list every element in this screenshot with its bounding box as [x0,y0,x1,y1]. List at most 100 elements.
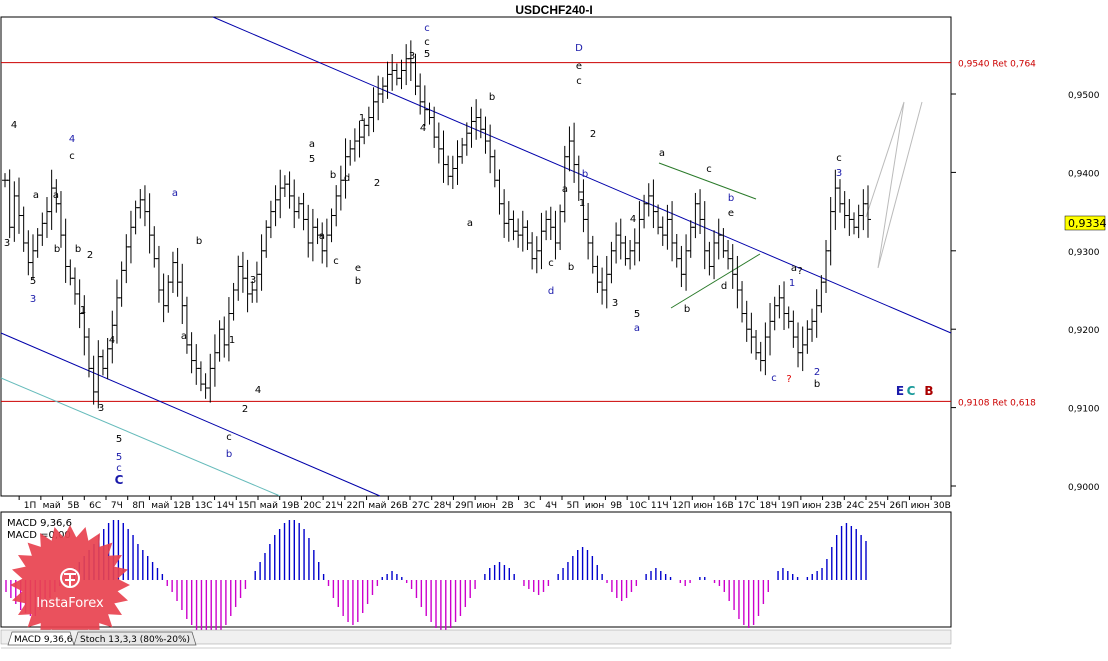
wave-label: e [728,208,734,219]
x-tick-label: 26В [390,501,408,511]
x-tick-label: 21Ч [325,501,343,511]
x-tick-label: 28Ч [434,501,452,511]
projection-arrow [865,101,923,269]
x-tick-label: 29П [455,501,473,511]
wave-label: 5 [30,276,36,287]
x-tick-label: июн [476,501,495,511]
wave-label: 5 [116,452,122,463]
x-tick-label: 3С [523,501,535,511]
x-tick-label: 2В [502,501,514,511]
x-tick-label: июн [693,501,712,511]
wave-label: D [575,43,583,54]
wave-label: b [489,92,495,103]
x-tick-label: май [368,501,386,511]
wave-label: 2 [814,367,820,378]
wave-label: 3 [409,51,415,62]
logo-text: InstaForex [36,596,104,611]
wave-label: a [791,263,797,274]
x-tick-label: 8П [132,501,145,511]
x-tick-label: 23В [825,501,843,511]
x-tick-label: 1П [24,501,37,511]
wave-label: b [330,170,336,181]
x-tick-label: 15П [238,501,256,511]
x-tick-label: май [43,501,61,511]
macd-label-2: MACD =0,00 [7,530,71,541]
x-tick-label: 24С [846,501,864,511]
wave-label: b [355,276,361,287]
price-panel [0,16,952,497]
x-tick-label: 11Ч [651,501,669,511]
wave-label: 4 [255,385,261,396]
ohlc-bars [2,40,871,409]
wave-label: 1 [229,335,235,346]
wave-label: d [721,281,727,292]
wave-label: 4 [420,123,426,134]
wave-label: c [576,76,582,87]
wave-label: a [309,139,315,150]
y-axis: 0,9500 0,9400 0,9300 0,9200 0,9100 0,9000 [951,91,1100,493]
x-tick-label: 17С [738,501,756,511]
x-tick-label: 5В [67,501,79,511]
wave-label: e [355,263,361,274]
wave-label: c [116,463,122,474]
wave-label: a [53,190,59,201]
y-tick-label: 0,9300 [1068,248,1100,258]
x-tick-label: 10С [629,501,647,511]
tab-stoch-label: Stoch 13,3,3 (80%-20%) [80,635,190,645]
wave-label: b [814,379,820,390]
x-tick-label: 12П [672,501,690,511]
y-tick-label: 0,9500 [1068,91,1100,101]
wave-label: b [684,304,690,315]
x-tick-label: 20С [303,501,321,511]
wave-label: ? [786,374,791,385]
wave-label: 2 [242,404,248,415]
wave-label: c [226,432,232,443]
y-tick-label: 0,9200 [1068,326,1100,336]
wave-label: a [181,331,187,342]
x-tick-label: 6С [89,501,101,511]
wave-label: c [548,258,554,269]
x-tick-label: 22П [347,501,365,511]
wave-label: 3 [98,403,104,414]
tab-macd[interactable]: MACD 9,36,6 [7,631,75,646]
macd-panel [0,511,952,628]
wave-label: 2 [87,250,93,261]
wave-label: b [568,262,574,273]
wave-label: b [728,193,734,204]
wave-label: 3 [4,238,10,249]
x-tick-label: 7Ч [111,501,123,511]
x-tick-label: июн [802,501,821,511]
x-tick-label: 19П [781,501,799,511]
channel-cyan-line [0,377,281,497]
wave-label: e [576,61,582,72]
x-tick-label: 25Ч [868,501,886,511]
wave-label: c [69,151,75,162]
green-trendline-upper [658,162,757,200]
wave-label: c [333,256,339,267]
wave-label: a [33,190,39,201]
x-tick-label: 18Ч [759,501,777,511]
x-tick-label: 30В [933,501,951,511]
wave-label: b [75,244,81,255]
wave-label: 1 [80,305,86,316]
wave-label: b [226,449,232,460]
wave-label: d [344,173,350,184]
wave-label: 5 [309,154,315,165]
wave-label: a [634,323,640,334]
wave-label: d [548,286,554,297]
tab-stoch[interactable]: Stoch 13,3,3 (80%-20%) [73,631,197,646]
wave-label: 1 [359,113,365,124]
current-price-box [1064,215,1106,231]
wave-label: c [771,373,777,384]
x-tick-label: 4Ч [545,501,557,511]
x-tick-label: 27С [412,501,430,511]
tab-macd-label: MACD 9,36,6 [14,635,73,645]
x-tick-label: июн [585,501,604,511]
x-axis: 1П май 5В 6С 7Ч 8П май 12В 13С 14Ч 15П май 19В 20С 21Ч… [18,496,951,511]
wave-label-major: C [907,384,916,398]
tabs-bar [0,629,952,645]
macd-label-1: MACD 9,36,6 [7,518,72,529]
wave-label: 4 [69,134,75,145]
wave-label: 5 [634,309,640,320]
